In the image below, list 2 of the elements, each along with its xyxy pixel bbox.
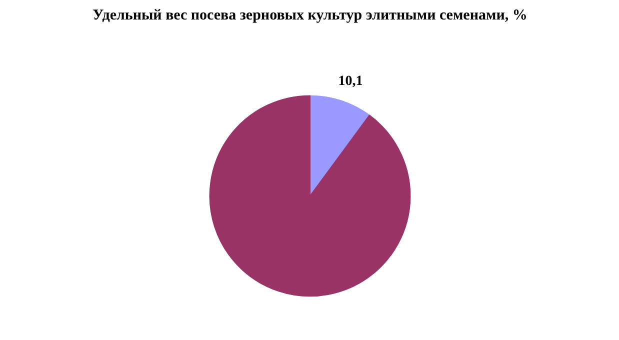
data-label: 10,1: [338, 74, 363, 90]
chart-title: Удельный вес посева зерновых культур элитными семенами, %: [92, 8, 528, 24]
